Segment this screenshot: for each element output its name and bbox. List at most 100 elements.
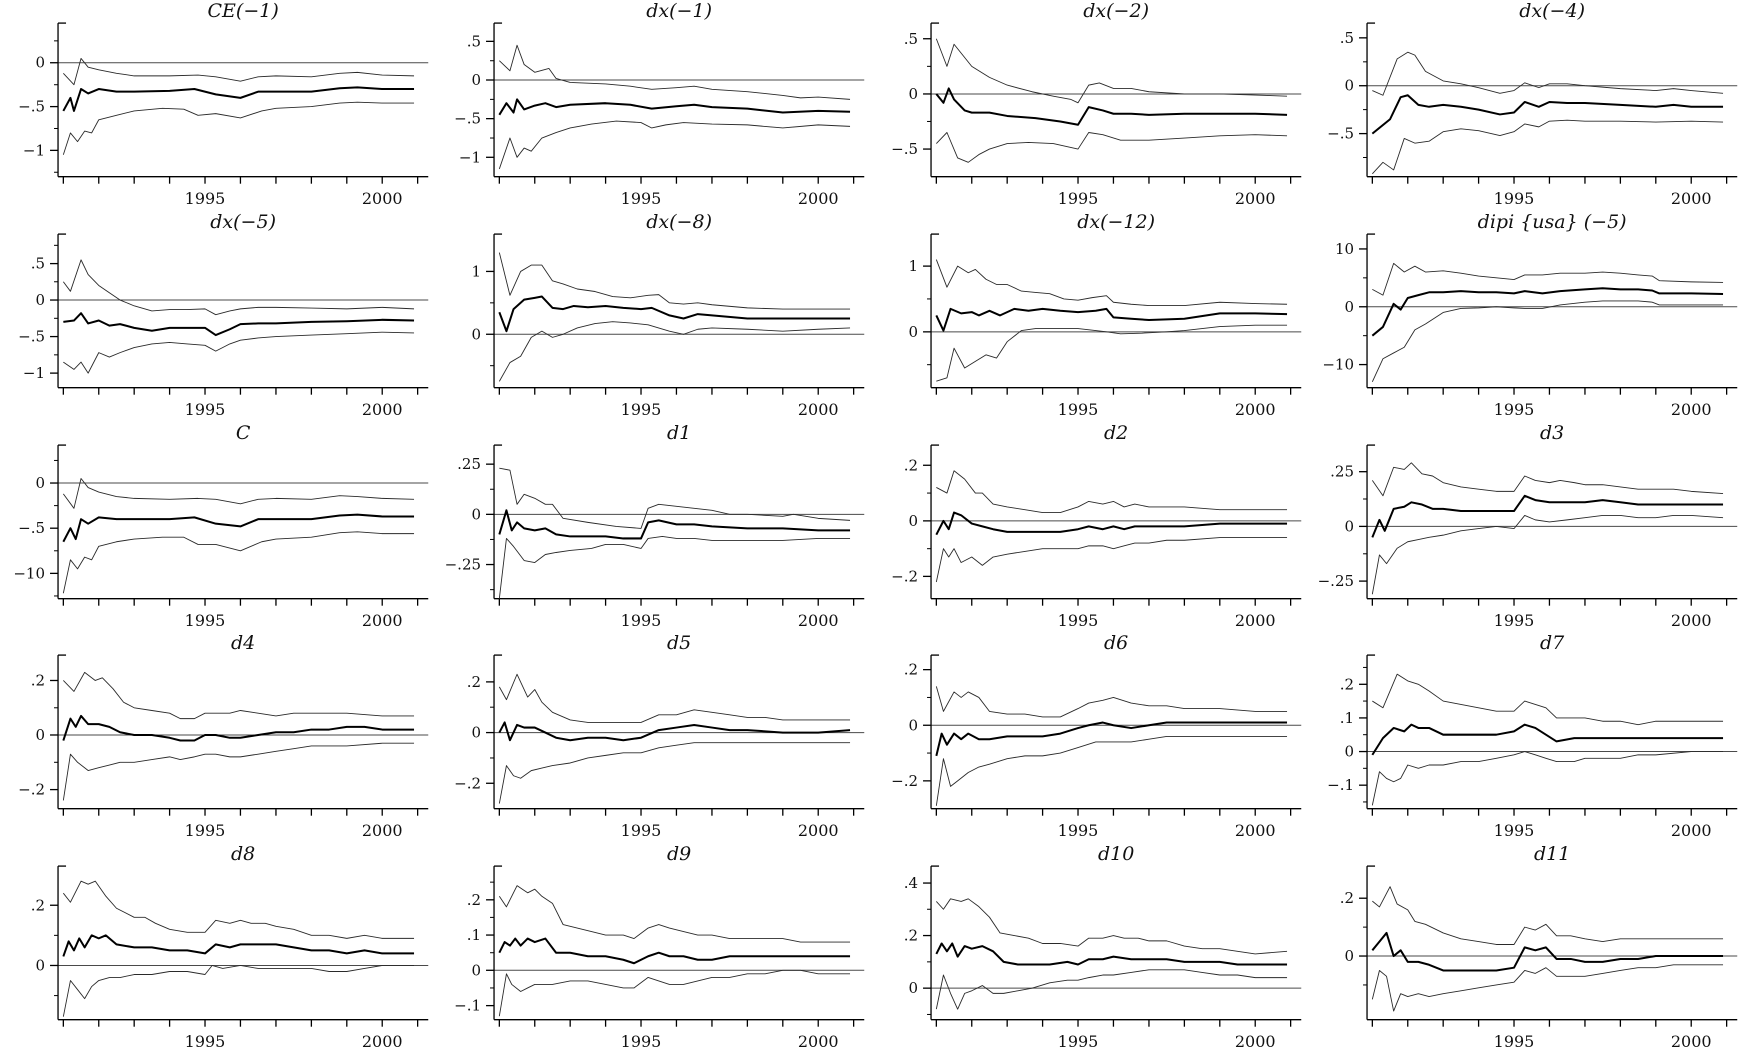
svg-text:dipi {usa} (−5): dipi {usa} (−5) [1477, 211, 1626, 233]
svg-text:.2: .2 [31, 896, 45, 914]
svg-text:1995: 1995 [185, 610, 226, 629]
svg-text:1995: 1995 [1057, 189, 1098, 208]
svg-text:d2: d2 [1104, 422, 1128, 444]
svg-text:d8: d8 [231, 843, 255, 865]
svg-text:−10: −10 [13, 564, 45, 582]
panel-d11: .2 0 1995 2000 d11 [1309, 843, 1745, 1054]
svg-text:dx(−8): dx(−8) [647, 211, 713, 233]
svg-text:2000: 2000 [1671, 400, 1712, 419]
svg-text:0: 0 [35, 54, 45, 72]
panel-svg-c: 0 −.5 −10 1995 2000 C [13, 422, 429, 629]
svg-text:1995: 1995 [185, 400, 226, 419]
svg-text:−.1: −.1 [1327, 777, 1354, 795]
svg-text:dx(−12): dx(−12) [1077, 211, 1155, 233]
panel-c: 0 −.5 −10 1995 2000 C [0, 422, 436, 633]
svg-text:d7: d7 [1540, 632, 1565, 654]
svg-text:d6: d6 [1104, 632, 1128, 654]
svg-text:2000: 2000 [362, 400, 403, 419]
svg-text:.2: .2 [903, 456, 917, 474]
panel-d10: .4 .2 0 1995 2000 d10 [873, 843, 1309, 1054]
panel-d3: .25 0 −.25 1995 2000 d3 [1309, 422, 1745, 633]
svg-text:d11: d11 [1534, 843, 1570, 865]
svg-text:−.5: −.5 [18, 98, 45, 116]
svg-text:0: 0 [35, 957, 45, 975]
svg-text:2000: 2000 [1234, 610, 1275, 629]
panel-svg-dx-12: 1 0 1995 2000 dx(−12) [908, 211, 1301, 419]
svg-text:0: 0 [908, 85, 918, 103]
panel-svg-dx-1: .5 0 −.5 −1 1995 2000 dx(−1) [454, 0, 865, 208]
panel-d7: .2 .1 0 −.1 1995 2000 d7 [1309, 632, 1745, 843]
panel-svg-d9: .2 .1 0 −.1 1995 2000 d9 [454, 843, 865, 1051]
svg-text:.2: .2 [31, 672, 45, 690]
panel-dx-1: .5 0 −.5 −1 1995 2000 dx(−1) [436, 0, 872, 211]
svg-text:2000: 2000 [1671, 610, 1712, 629]
panel-d1: .25 0 −.25 1995 2000 d1 [436, 422, 872, 633]
svg-text:d9: d9 [667, 843, 691, 865]
svg-text:0: 0 [472, 325, 482, 343]
panel-svg-d11: .2 0 1995 2000 d11 [1339, 843, 1737, 1051]
svg-text:0: 0 [472, 71, 482, 89]
svg-text:2000: 2000 [362, 189, 403, 208]
panel-d9: .2 .1 0 −.1 1995 2000 d9 [436, 843, 872, 1054]
panel-svg-d3: .25 0 −.25 1995 2000 d3 [1317, 422, 1737, 629]
svg-text:d4: d4 [231, 632, 255, 654]
svg-text:2000: 2000 [798, 400, 839, 419]
panel-svg-d6: .2 0 −.2 1995 2000 d6 [891, 632, 1301, 840]
panel-svg-ce-1: 0 −.5 −1 1995 2000 CE(−1) [18, 0, 429, 208]
svg-text:−1: −1 [23, 141, 45, 159]
svg-text:−.2: −.2 [891, 567, 918, 585]
svg-text:2000: 2000 [798, 821, 839, 840]
svg-text:1: 1 [472, 262, 482, 280]
svg-text:2000: 2000 [1671, 821, 1712, 840]
panel-svg-d8: .2 0 1995 2000 d8 [31, 843, 429, 1051]
svg-text:−.2: −.2 [454, 775, 481, 793]
svg-text:−.25: −.25 [1317, 572, 1353, 590]
svg-text:1995: 1995 [1057, 821, 1098, 840]
svg-text:−.5: −.5 [18, 519, 45, 537]
svg-text:−.25: −.25 [445, 555, 481, 573]
panel-svg-dx-8: 1 0 1995 2000 dx(−8) [472, 211, 865, 419]
panel-svg-dx-5: .5 0 −.5 −1 1995 2000 dx(−5) [18, 211, 429, 419]
svg-text:1995: 1995 [1057, 1032, 1098, 1051]
svg-text:−.2: −.2 [891, 772, 918, 790]
svg-text:.2: .2 [467, 673, 481, 691]
svg-text:2000: 2000 [1234, 821, 1275, 840]
svg-text:0: 0 [1344, 77, 1354, 95]
panel-dx-4: .5 0 −.5 1995 2000 dx(−4) [1309, 0, 1745, 211]
panel-svg-dx-2: .5 0 −.5 1995 2000 dx(−2) [891, 0, 1301, 208]
svg-text:.4: .4 [903, 874, 917, 892]
svg-text:−.5: −.5 [891, 140, 918, 158]
svg-text:1995: 1995 [1493, 610, 1534, 629]
svg-text:−1: −1 [23, 364, 45, 382]
svg-text:1995: 1995 [1057, 610, 1098, 629]
svg-text:−.1: −.1 [454, 997, 481, 1015]
svg-text:0: 0 [908, 511, 918, 529]
svg-text:10: 10 [1335, 240, 1354, 258]
panel-ce-1: 0 −.5 −1 1995 2000 CE(−1) [0, 0, 436, 211]
svg-text:.5: .5 [903, 30, 917, 48]
svg-text:.2: .2 [467, 891, 481, 909]
svg-text:1: 1 [908, 257, 918, 275]
svg-text:1995: 1995 [1493, 1032, 1534, 1051]
panel-dx-12: 1 0 1995 2000 dx(−12) [873, 211, 1309, 422]
svg-text:−1: −1 [459, 148, 481, 166]
svg-text:0: 0 [908, 717, 918, 735]
svg-text:1995: 1995 [1493, 189, 1534, 208]
svg-text:1995: 1995 [1493, 821, 1534, 840]
svg-text:−10: −10 [1322, 355, 1354, 373]
svg-text:2000: 2000 [798, 189, 839, 208]
svg-text:dx(−2): dx(−2) [1083, 0, 1149, 22]
svg-text:2000: 2000 [1234, 189, 1275, 208]
svg-text:−.2: −.2 [18, 781, 45, 799]
panel-dx-2: .5 0 −.5 1995 2000 dx(−2) [873, 0, 1309, 211]
panel-svg-d2: .2 0 −.2 1995 2000 d2 [891, 422, 1301, 629]
panel-svg-d5: .2 0 −.2 1995 2000 d5 [454, 632, 865, 840]
svg-text:1995: 1995 [185, 189, 226, 208]
svg-text:.2: .2 [903, 927, 917, 945]
svg-text:0: 0 [472, 505, 482, 523]
svg-text:.2: .2 [1339, 676, 1353, 694]
svg-text:.5: .5 [31, 254, 45, 272]
svg-text:0: 0 [1344, 298, 1354, 316]
